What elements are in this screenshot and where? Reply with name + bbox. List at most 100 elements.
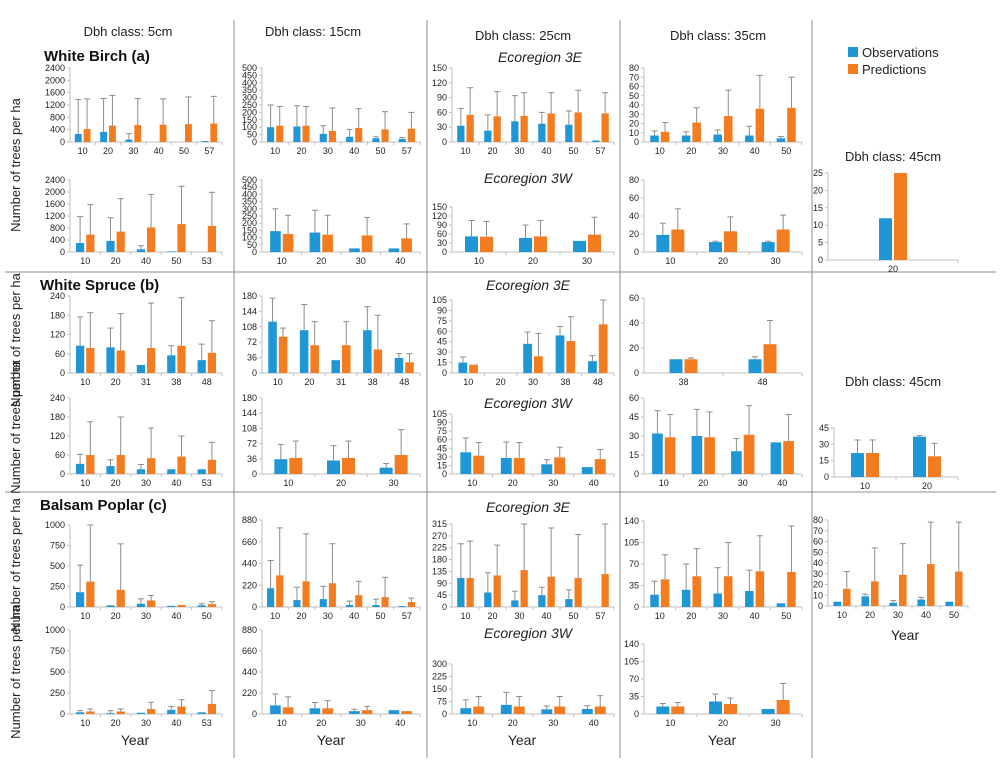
x-tick-label: 57 bbox=[402, 146, 412, 156]
prediction-bar-30 bbox=[724, 116, 733, 142]
y-tick-label: 50 bbox=[247, 240, 257, 250]
prediction-bar-57 bbox=[407, 128, 415, 142]
y-tick-label: 60 bbox=[629, 393, 639, 403]
y-tick-label: 200 bbox=[242, 107, 257, 117]
observation-bar-20 bbox=[500, 704, 512, 714]
y-tick-label: 0 bbox=[60, 137, 65, 147]
x-tick-label: 30 bbox=[528, 377, 538, 387]
x-tick-label: 10 bbox=[655, 146, 665, 156]
col-header-35cm: Dbh class: 35cm bbox=[670, 28, 766, 43]
prediction-bar-10 bbox=[480, 236, 493, 252]
observation-bar-31 bbox=[136, 364, 145, 373]
x-axis-title-25cm: Year bbox=[508, 732, 537, 748]
prediction-bar-30 bbox=[328, 130, 336, 142]
prediction-bar-38 bbox=[373, 349, 383, 373]
prediction-bar-10 bbox=[473, 706, 485, 714]
prediction-bar-50 bbox=[185, 124, 192, 142]
x-tick-label: 30 bbox=[771, 718, 781, 728]
x-tick-label: 50 bbox=[949, 610, 959, 620]
prediction-bar-20 bbox=[493, 116, 501, 142]
y-tick-label: 20 bbox=[813, 580, 823, 590]
y-tick-label: 0 bbox=[252, 602, 257, 612]
separators bbox=[5, 20, 996, 758]
prediction-bar-53 bbox=[207, 225, 217, 252]
x-tick-label: 50 bbox=[179, 146, 189, 156]
observation-bar-10 bbox=[270, 231, 281, 252]
subplot-wb_5_3e: 0 400 800 1200 1600 2000 2400 10 20 30 40 50 57 bbox=[45, 63, 223, 156]
observation-bar-20 bbox=[681, 589, 691, 607]
x-tick-label: 20 bbox=[316, 718, 326, 728]
y-tick-label: 300 bbox=[242, 204, 257, 214]
y-tick-label: 120 bbox=[432, 211, 447, 221]
prediction-bar-20 bbox=[116, 350, 125, 373]
y-tick-label: 30 bbox=[437, 347, 447, 357]
x-tick-label: 40 bbox=[541, 146, 551, 156]
y-tick-label: 30 bbox=[437, 452, 447, 462]
y-tick-label: 250 bbox=[242, 211, 257, 221]
x-tick-label: 20 bbox=[487, 611, 497, 621]
observation-bar-57 bbox=[398, 606, 406, 607]
prediction-bar-20 bbox=[302, 581, 310, 607]
observation-bar-30 bbox=[761, 709, 775, 714]
x-tick-label: 10 bbox=[655, 611, 665, 621]
prediction-bar-20 bbox=[109, 125, 116, 142]
observation-bar-40 bbox=[745, 135, 754, 142]
observation-bar-10 bbox=[270, 705, 281, 714]
observation-bar-10 bbox=[75, 592, 85, 607]
x-tick-label: 10 bbox=[460, 611, 470, 621]
legend-label-observations: Observations bbox=[862, 45, 939, 60]
prediction-bar-10 bbox=[466, 578, 474, 607]
y-tick-label: 750 bbox=[50, 646, 65, 656]
x-tick-label: 30 bbox=[548, 478, 558, 488]
y-tick-label: 60 bbox=[437, 229, 447, 239]
y-tick-label: 30 bbox=[437, 122, 447, 132]
x-tick-label: 20 bbox=[508, 478, 518, 488]
x-tick-label: 10 bbox=[283, 478, 293, 488]
y-axis-title-b2: Number of trees per ha bbox=[8, 359, 23, 493]
y-tick-label: 105 bbox=[432, 295, 447, 305]
legend-label-predictions: Predictions bbox=[862, 62, 927, 77]
col-header-5cm: Dbh class: 5cm bbox=[84, 24, 173, 39]
prediction-bar-30 bbox=[147, 708, 156, 714]
x-tick-label: 53 bbox=[202, 256, 212, 266]
observation-bar-30 bbox=[319, 133, 327, 142]
y-tick-label: 72 bbox=[247, 439, 257, 449]
y-tick-label: 80 bbox=[813, 515, 823, 525]
y-tick-label: 40 bbox=[629, 100, 639, 110]
observation-bar-10 bbox=[656, 234, 670, 252]
y-tick-label: 120 bbox=[50, 330, 65, 340]
observation-bar-30 bbox=[349, 711, 360, 714]
observation-bar-10 bbox=[267, 588, 275, 607]
x-tick-label: 10 bbox=[665, 718, 675, 728]
y-tick-label: 200 bbox=[242, 218, 257, 228]
prediction-bar-10 bbox=[86, 347, 95, 373]
x-tick-label: 30 bbox=[141, 718, 151, 728]
dbh-45-label-b: Dbh class: 45cm bbox=[845, 374, 941, 389]
prediction-bar-40 bbox=[594, 706, 606, 714]
y-tick-label: 660 bbox=[242, 537, 257, 547]
y-tick-label: 400 bbox=[242, 78, 257, 88]
x-tick-label: 30 bbox=[141, 478, 151, 488]
x-tick-label: 20 bbox=[888, 264, 898, 274]
y-tick-label: 350 bbox=[242, 85, 257, 95]
observation-bar-10 bbox=[75, 463, 85, 474]
y-tick-label: 60 bbox=[55, 349, 65, 359]
subplot-wb_5_3w: 0 400 800 1200 1600 2000 2400 10 20 40 50 53 bbox=[45, 175, 223, 266]
y-tick-label: 1200 bbox=[45, 211, 65, 221]
x-tick-label: 20 bbox=[111, 256, 121, 266]
y-tick-label: 450 bbox=[242, 182, 257, 192]
prediction-bar-20 bbox=[724, 231, 737, 252]
subplot-ws_35_3w: 0 15 30 45 60 10 20 30 40 bbox=[629, 393, 803, 488]
x-tick-label: 30 bbox=[582, 256, 592, 266]
x-tick-label: 20 bbox=[718, 718, 728, 728]
x-tick-label: 20 bbox=[922, 481, 932, 491]
prediction-bar-40 bbox=[177, 604, 186, 607]
y-tick-label: 30 bbox=[813, 569, 823, 579]
y-tick-label: 60 bbox=[629, 82, 639, 92]
y-tick-label: 0 bbox=[442, 602, 447, 612]
prediction-bar-30 bbox=[743, 434, 755, 474]
observation-bar-20 bbox=[309, 232, 321, 252]
prediction-bar-40 bbox=[547, 576, 555, 607]
